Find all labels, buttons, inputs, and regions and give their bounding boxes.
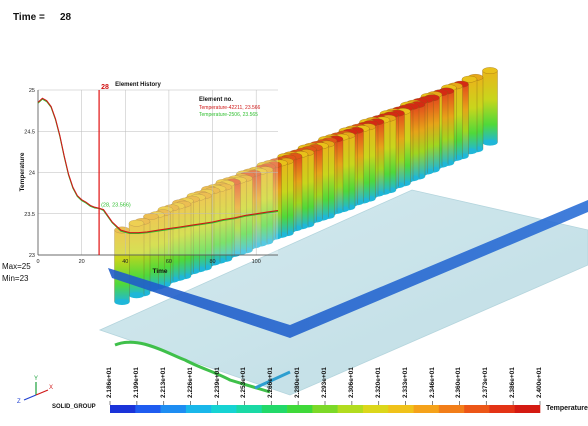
scale-value-label: 2.293e+01: [321, 367, 328, 398]
x-tick-label: 20: [79, 259, 85, 265]
axis-z-letter: Z: [17, 399, 21, 405]
axis-y-letter: Y: [34, 376, 38, 382]
y-tick-label: 25: [29, 88, 35, 94]
y-tick-label: 24: [29, 171, 35, 177]
min-value: Min=23: [2, 274, 29, 283]
x-tick-label: 100: [252, 259, 261, 265]
legend-entry: Temperature-42211, 23.566: [199, 105, 261, 111]
scale-value-label: 2.186e+01: [106, 367, 113, 398]
series-line: [37, 97, 279, 234]
scale-value-label: 2.199e+01: [132, 367, 140, 398]
axis-x-letter: X: [49, 385, 53, 391]
scale-value-label: 2.266e+01: [267, 367, 275, 398]
scale-swatch: [211, 405, 237, 413]
cooling-plate-band: [108, 200, 588, 338]
scale-swatch: [287, 405, 313, 413]
x-tick-label: 60: [166, 259, 172, 265]
x-tick-label: 80: [209, 259, 215, 265]
scale-value-label: 2.386e+01: [509, 367, 517, 398]
scale-swatch: [438, 405, 465, 413]
chart-legend-title: Element no.: [199, 97, 233, 103]
solid-group-label: SOLID_GROUP: [52, 404, 96, 410]
x-tick-label: 40: [122, 259, 128, 265]
time-cursor-label: 28: [101, 84, 109, 91]
element-history-chart: Element History Temperature Time Element…: [19, 82, 279, 275]
scale-swatch: [362, 405, 389, 413]
scale-swatch: [185, 405, 212, 413]
scale-value-label: 2.306e+01: [347, 367, 355, 398]
scale-swatch: [135, 405, 161, 413]
scale-value-label: 2.346e+01: [428, 367, 436, 398]
scale-value-label: 2.213e+01: [159, 367, 167, 398]
scale-swatch: [514, 405, 541, 413]
scale-value-label: 2.280e+01: [294, 367, 302, 398]
scale-value-label: 2.320e+01: [374, 367, 382, 398]
chart-y-axis-label: Temperature: [19, 152, 26, 191]
scale-value-label: 2.373e+01: [482, 367, 490, 398]
cursor-point-label: (28, 23.566): [101, 202, 131, 208]
battery-cell: [482, 67, 498, 146]
y-tick-label: 23: [29, 253, 35, 259]
scale-swatch: [261, 405, 288, 413]
scale-value-label: 2.253e+01: [240, 367, 248, 398]
x-tick-label: 0: [36, 259, 39, 265]
scale-value-label: 2.400e+01: [536, 367, 543, 398]
coolant-pipe: [114, 340, 271, 394]
base-plate: [98, 189, 588, 396]
time-label: Time =: [13, 12, 45, 23]
scale-swatch: [236, 405, 263, 413]
scale-value-label: 2.239e+01: [213, 367, 221, 398]
axes-triad: Y X Z: [17, 376, 53, 405]
scale-value-label: 2.360e+01: [455, 367, 463, 398]
scale-swatch: [110, 405, 136, 413]
scale-swatch: [464, 405, 490, 413]
legend-entry: Temperature-2506, 23.565: [199, 112, 258, 118]
chart-title: Element History: [115, 82, 161, 88]
y-tick-label: 23.5: [24, 212, 35, 218]
battery-cells: [114, 67, 498, 305]
temperature-scale-title: Temperature: [546, 405, 588, 412]
scale-swatch: [388, 405, 414, 413]
coolant-pipe-inlet: [254, 370, 291, 390]
scale-value-label: 2.226e+01: [186, 367, 194, 398]
time-value: 28: [60, 12, 72, 23]
scale-swatch: [413, 405, 440, 413]
scale-value-label: 2.333e+01: [401, 367, 409, 398]
chart-x-axis-label: Time: [152, 268, 167, 275]
scale-swatch: [489, 405, 516, 413]
scale-swatch: [160, 405, 187, 413]
temperature-color-scale: [109, 401, 541, 413]
y-tick-label: 24.5: [24, 129, 35, 135]
max-value: Max=25: [2, 262, 31, 271]
scale-swatch: [312, 405, 338, 413]
scale-swatch: [337, 405, 364, 413]
